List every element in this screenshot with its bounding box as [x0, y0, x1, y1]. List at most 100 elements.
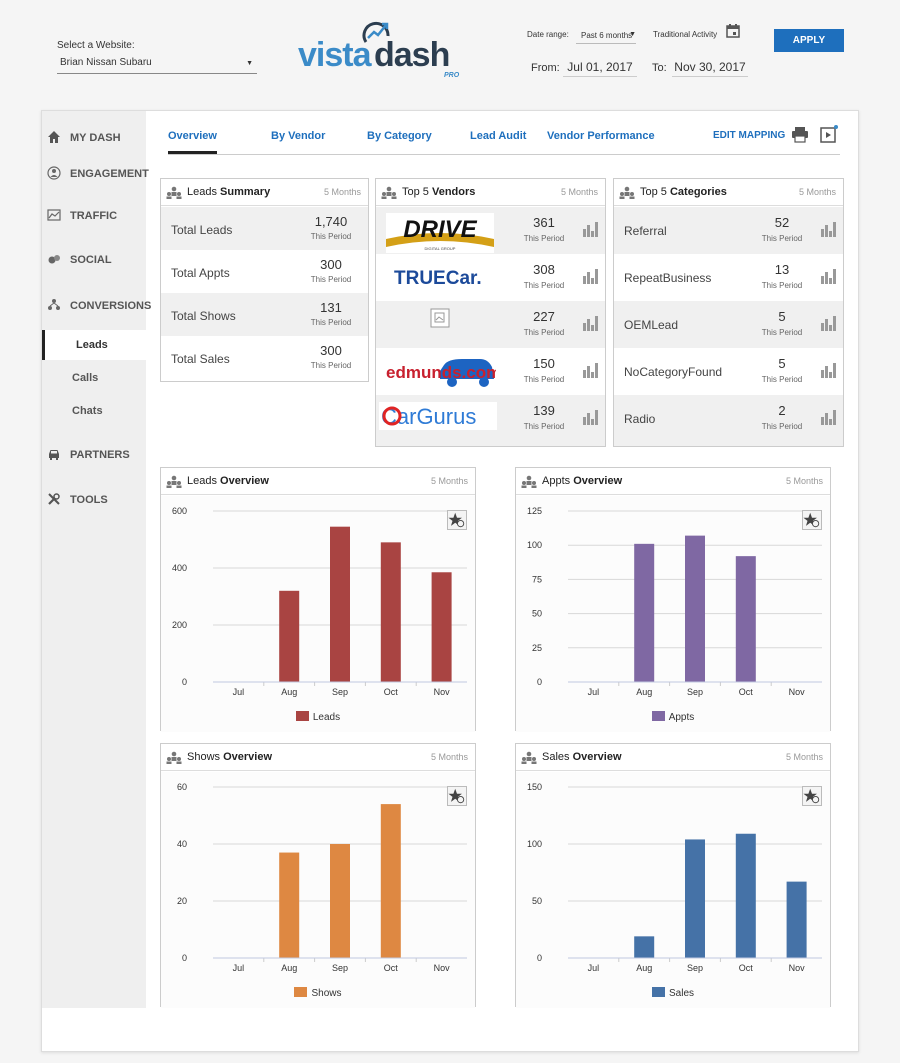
category-period: This Period — [761, 375, 803, 384]
broken-image-icon — [430, 308, 450, 328]
vendor-row[interactable]: DRIVE DIGITAL GROUP 361 This Period — [376, 207, 605, 254]
y-tick-label: 0 — [537, 953, 542, 963]
edit-mapping-link[interactable]: EDIT MAPPING — [713, 130, 786, 141]
y-tick-label: 40 — [177, 839, 187, 849]
chart-months: 5 Months — [785, 476, 823, 486]
sidebar-sub-item-leads[interactable]: Leads — [42, 330, 146, 360]
date-range-select[interactable]: Past 6 months ▼ — [576, 28, 636, 44]
y-tick-label: 125 — [527, 506, 542, 516]
bar-chart-icon[interactable] — [583, 221, 599, 237]
summary-period: This Period — [310, 232, 352, 241]
chart-legend[interactable]: Shows — [161, 987, 475, 999]
summary-value: 1,740 — [314, 214, 348, 229]
vendor-row[interactable]: TRUECar. 308 This Period — [376, 254, 605, 301]
favorite-star-icon[interactable] — [447, 510, 467, 530]
chart-legend[interactable]: Leads — [161, 711, 475, 723]
people-icon — [166, 475, 182, 488]
tab-vendor-performance[interactable]: Vendor Performance — [547, 130, 655, 142]
category-period: This Period — [761, 234, 803, 243]
from-date-input[interactable]: Jul 01, 2017 — [563, 55, 637, 77]
favorite-star-icon[interactable] — [802, 510, 822, 530]
summary-value: 300 — [320, 343, 342, 358]
bar-chart-icon[interactable] — [583, 268, 599, 284]
bar-chart-icon[interactable] — [821, 362, 837, 378]
chart-title: Shows Overview — [187, 751, 273, 763]
legend-swatch — [651, 711, 665, 721]
category-row[interactable]: OEMLead 5 This Period — [614, 301, 843, 348]
vendor-row[interactable]: 227 This Period — [376, 301, 605, 348]
bar-chart-icon[interactable] — [821, 409, 837, 425]
x-tick-label: Jul — [588, 963, 600, 973]
vendor-row[interactable]: edmunds.com 150 This Period — [376, 348, 605, 395]
sidebar-sub-item-calls[interactable]: Calls — [42, 363, 146, 393]
sidebar-item-label: ENGAGEMENT — [70, 168, 149, 180]
sidebar-item-social[interactable]: SOCIAL — [42, 245, 146, 275]
favorite-star-icon[interactable] — [447, 786, 467, 806]
category-name: NoCategoryFound — [624, 365, 723, 379]
svg-text:DIGITAL GROUP: DIGITAL GROUP — [425, 246, 456, 251]
tab-lead-audit[interactable]: Lead Audit — [470, 130, 527, 142]
to-date-input[interactable]: Nov 30, 2017 — [672, 55, 748, 77]
category-name: Referral — [624, 224, 667, 238]
x-tick-label: Oct — [384, 963, 399, 973]
bar-chart-icon[interactable] — [583, 315, 599, 331]
y-tick-label: 150 — [527, 782, 542, 792]
sidebar-item-traffic[interactable]: TRAFFIC — [42, 201, 146, 231]
traditional-activity-label: Traditional Activity — [653, 30, 718, 39]
sidebar-item-engagement[interactable]: ENGAGEMENT — [42, 159, 149, 189]
sidebar-sub-item-label: Calls — [72, 372, 99, 384]
svg-text:edmunds.com: edmunds.com — [386, 363, 496, 382]
drive-logo: DRIVE DIGITAL GROUP — [386, 213, 494, 253]
category-row[interactable]: NoCategoryFound 5 This Period — [614, 348, 843, 395]
chart-title: Appts Overview — [542, 475, 623, 487]
top-categories-card: Top 5 Categories 5 Months Referral 52 Th… — [613, 178, 844, 447]
chart-legend[interactable]: Sales — [516, 987, 830, 999]
chart-legend[interactable]: Appts — [516, 711, 830, 723]
sidebar-item-label: CONVERSIONS — [70, 300, 152, 312]
people-icon — [166, 186, 182, 199]
bar-chart-icon[interactable] — [821, 268, 837, 284]
edmunds-logo: edmunds.com — [386, 359, 496, 387]
conversions-icon — [47, 298, 61, 312]
bar — [634, 543, 655, 682]
top-vendors-card: Top 5 Vendors 5 Months DRIVE DIGITAL GRO… — [375, 178, 606, 447]
sidebar-sub-item-chats[interactable]: Chats — [42, 396, 146, 426]
date-range-value: Past 6 months — [581, 31, 633, 40]
x-tick-label: Sep — [687, 963, 703, 973]
legend-label: Sales — [668, 988, 694, 999]
apply-button[interactable]: APPLY — [774, 29, 844, 52]
sidebar-item-tools[interactable]: TOOLS — [42, 485, 146, 515]
tab-by-category[interactable]: By Category — [367, 130, 432, 142]
sidebar-item-partners[interactable]: PARTNERS — [42, 440, 146, 470]
export-icon[interactable] — [820, 125, 838, 143]
card-header: Top 5 Vendors 5 Months — [376, 179, 605, 206]
vendor-row[interactable]: CarGurus 139 This Period — [376, 395, 605, 446]
sidebar-item-conversions[interactable]: CONVERSIONS — [42, 291, 151, 321]
website-select[interactable]: Brian Nissan Subaru ▼ — [57, 54, 257, 74]
vendor-period: This Period — [523, 234, 565, 243]
tab-by-vendor[interactable]: By Vendor — [271, 130, 326, 142]
category-row[interactable]: Referral 52 This Period — [614, 207, 843, 254]
print-icon[interactable] — [791, 125, 809, 143]
bar-chart-icon[interactable] — [583, 409, 599, 425]
speedometer-icon — [362, 21, 390, 43]
bar-chart-icon[interactable] — [821, 221, 837, 237]
bar — [279, 590, 300, 682]
calendar-icon[interactable] — [726, 24, 740, 38]
sidebar-item-my-dash[interactable]: MY DASH — [42, 123, 146, 153]
bar — [431, 572, 452, 682]
category-row[interactable]: Radio 2 This Period — [614, 395, 843, 446]
x-tick-label: Oct — [739, 963, 754, 973]
legend-swatch — [294, 987, 308, 997]
category-row[interactable]: RepeatBusiness 13 This Period — [614, 254, 843, 301]
traffic-icon — [47, 208, 61, 222]
favorite-star-icon[interactable] — [802, 786, 822, 806]
social-icon — [47, 252, 61, 266]
bar — [330, 844, 350, 958]
bar-chart-icon[interactable] — [821, 315, 837, 331]
category-period: This Period — [761, 422, 803, 431]
summary-name: Total Sales — [171, 352, 230, 366]
x-tick-label: Sep — [332, 963, 348, 973]
bar-chart-icon[interactable] — [583, 362, 599, 378]
tab-overview[interactable]: Overview — [168, 130, 217, 154]
